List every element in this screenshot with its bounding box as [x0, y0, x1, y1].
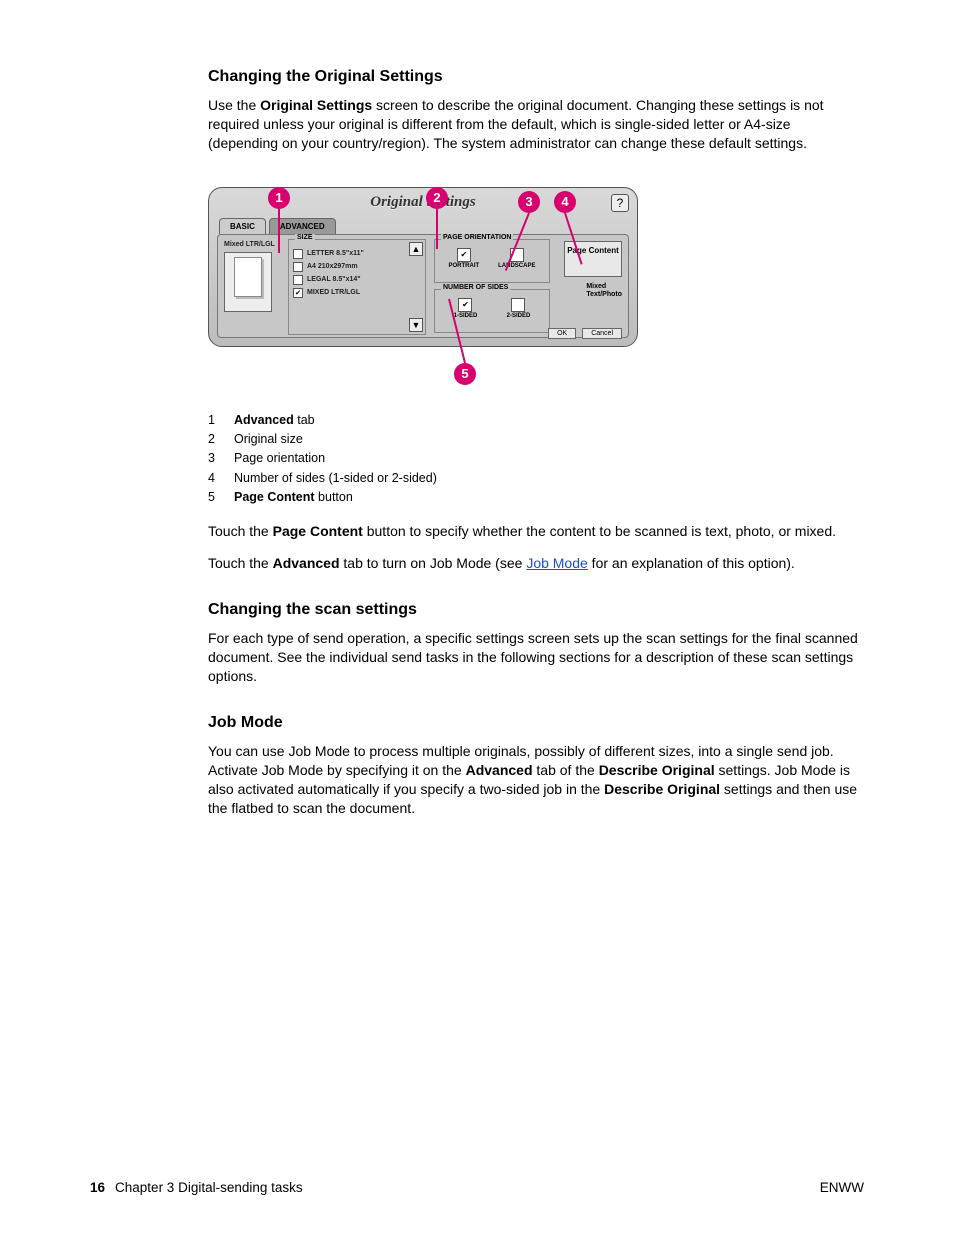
para-page-content: Touch the Page Content button to specify… [208, 522, 864, 541]
bold-advanced: Advanced [273, 555, 340, 571]
bold-advanced-2: Advanced [466, 762, 533, 778]
legend-bold-5: Page Content [234, 490, 315, 504]
bold-describe-original: Describe Original [599, 762, 715, 778]
footer-left: 16 Chapter 3 Digital-sending tasks [90, 1180, 303, 1195]
size-group: SIZE LETTER 8.5"x11" A4 210x297mm LEGAL … [288, 239, 426, 335]
size-opt-1: LETTER 8.5"x11" [307, 250, 364, 257]
size-opt-4: MIXED LTR/LGL [307, 289, 360, 296]
leader-2 [436, 209, 438, 249]
size-check-4[interactable] [293, 288, 303, 298]
figure-original-settings: 1 2 3 4 Original Settings ? BASIC ADVANC… [208, 187, 638, 393]
callout-4: 4 [554, 191, 576, 213]
para-scan-settings: For each type of send operation, a speci… [208, 629, 864, 686]
legend-num-1: 1 [208, 411, 220, 430]
orient-portrait-label: PORTRAIT [448, 263, 479, 269]
preview-label: Mixed LTR/LGL [224, 241, 280, 248]
legend-num-5: 5 [208, 488, 220, 507]
text: Use the [208, 97, 260, 113]
preview-area: Mixed LTR/LGL [224, 241, 280, 329]
callout-2: 2 [426, 187, 448, 209]
text: tab to turn on Job Mode (see [340, 555, 527, 571]
orientation-group: PAGE ORIENTATION ✔PORTRAIT LANDSCAPE [434, 239, 550, 283]
link-job-mode[interactable]: Job Mode [526, 555, 587, 571]
size-group-label: SIZE [295, 234, 315, 241]
size-opt-3: LEGAL 8.5"x14" [307, 276, 361, 283]
para-job-mode: You can use Job Mode to process multiple… [208, 742, 864, 818]
figure-legend: 1 Advanced tab 2 Original size 3 Page orien… [208, 411, 864, 508]
size-check-3[interactable] [293, 275, 303, 285]
legend-num-4: 4 [208, 469, 220, 488]
legend-tail-1: tab [294, 413, 315, 427]
legend-text-5: Page Content button [234, 488, 353, 507]
leader-1 [278, 209, 280, 253]
para-original-settings: Use the Original Settings screen to desc… [208, 96, 864, 153]
heading-job-mode: Job Mode [208, 714, 864, 732]
sides-1[interactable]: ✔ [458, 298, 472, 312]
orient-portrait[interactable]: ✔ [457, 248, 471, 262]
sides-1-label: 1-SIDED [454, 313, 478, 319]
legend-text-2: Original size [234, 430, 303, 449]
page-number: 16 [90, 1180, 105, 1195]
bold-page-content: Page Content [273, 523, 363, 539]
chapter-label: Chapter 3 Digital-sending tasks [115, 1180, 303, 1195]
text: Touch the [208, 555, 273, 571]
heading-scan-settings: Changing the scan settings [208, 601, 864, 619]
sides-2[interactable] [511, 298, 525, 312]
bold-original-settings: Original Settings [260, 97, 372, 113]
tab-basic[interactable]: BASIC [219, 218, 266, 234]
bottom-buttons: OK Cancel [548, 328, 622, 339]
sides-2-label: 2-SIDED [507, 313, 531, 319]
callout-1: 1 [268, 187, 290, 209]
bold-describe-original-2: Describe Original [604, 781, 720, 797]
pc-sub-2: Text/Photo [586, 291, 622, 298]
para-advanced-tab: Touch the Advanced tab to turn on Job Mo… [208, 554, 864, 573]
orient-landscape-label: LANDSCAPE [498, 263, 535, 269]
legend-text-3: Page orientation [234, 449, 325, 468]
ok-button[interactable]: OK [548, 328, 576, 339]
legend-text-1: Advanced tab [234, 411, 315, 430]
sides-label: NUMBER OF SIDES [441, 284, 510, 291]
legend-num-2: 2 [208, 430, 220, 449]
legend-num-3: 3 [208, 449, 220, 468]
text: tab of the [533, 762, 599, 778]
legend-text-4: Number of sides (1-sided or 2-sided) [234, 469, 437, 488]
page-content-button[interactable]: Page Content [564, 241, 622, 277]
size-check-2[interactable] [293, 262, 303, 272]
heading-original-settings: Changing the Original Settings [208, 68, 864, 86]
text: Touch the [208, 523, 273, 539]
callout-5: 5 [454, 363, 476, 385]
pc-sub-1: Mixed [586, 283, 606, 290]
footer-right: ENWW [820, 1180, 864, 1195]
text: button to specify whether the content to… [363, 523, 836, 539]
callout-3: 3 [518, 191, 540, 213]
page-footer: 16 Chapter 3 Digital-sending tasks ENWW [90, 1180, 864, 1195]
size-check-1[interactable] [293, 249, 303, 259]
scroll-down-icon[interactable]: ▼ [409, 318, 423, 332]
legend-tail-5: button [315, 490, 353, 504]
cancel-button[interactable]: Cancel [582, 328, 622, 339]
legend-bold-1: Advanced [234, 413, 294, 427]
below-callout-area: 5 [208, 347, 638, 393]
text: for an explanation of this option). [588, 555, 795, 571]
scroll-up-icon[interactable]: ▲ [409, 242, 423, 256]
settings-panel: Original Settings ? BASIC ADVANCED Mixed… [208, 187, 638, 347]
orientation-label: PAGE ORIENTATION [441, 234, 513, 241]
size-opt-2: A4 210x297mm [307, 263, 358, 270]
page-content-sub: Mixed Text/Photo [586, 283, 622, 300]
help-icon[interactable]: ? [611, 194, 629, 212]
preview-box [224, 252, 272, 312]
